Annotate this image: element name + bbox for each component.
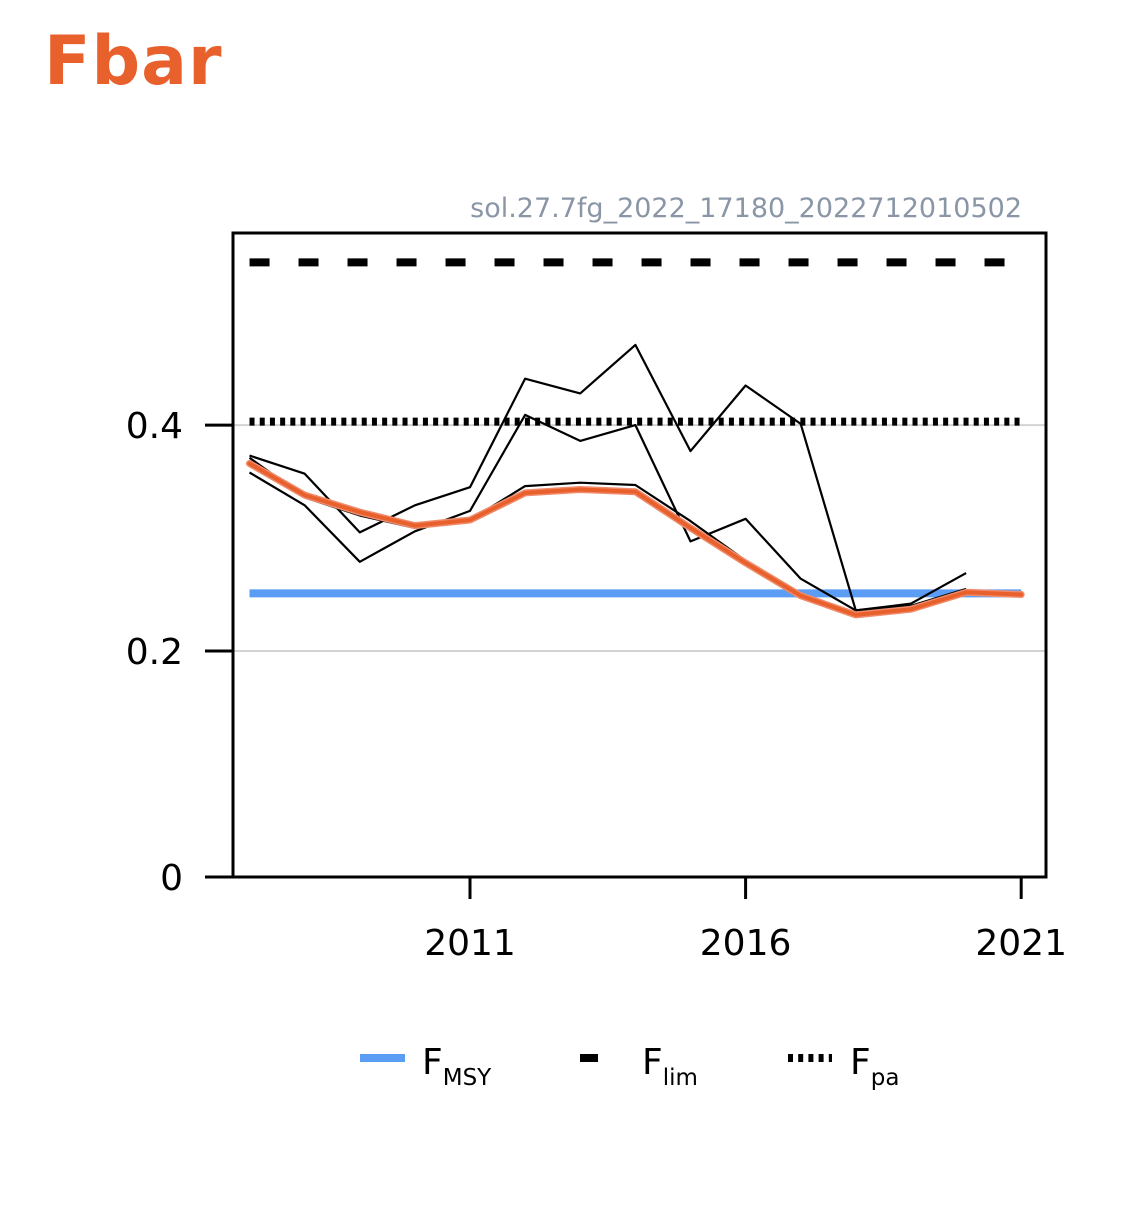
axes: 0 0.2 0.4 2011 2016 2021	[126, 406, 1067, 964]
legend-label-msy: FMSY	[422, 1042, 492, 1091]
x-tick-label: 2011	[424, 923, 516, 964]
y-tick-label: 0.2	[126, 632, 183, 673]
y-tick-label: 0	[160, 858, 183, 899]
x-tick-label: 2021	[975, 923, 1067, 964]
data-series	[246, 343, 1025, 619]
grid-lines	[233, 424, 1046, 653]
y-tick-label: 0.4	[126, 406, 183, 447]
reference-lines	[249, 258, 1022, 598]
x-tick-label: 2016	[700, 923, 792, 964]
page-title: Fbar	[44, 22, 223, 101]
plot-frame	[231, 231, 1048, 879]
fbar-estimate-inner-line	[248, 456, 967, 614]
fbar-estimate-line	[247, 461, 1024, 617]
legend: FMSY Flim Fpa	[360, 1042, 899, 1091]
fbar-confidence-lower-line	[248, 413, 967, 612]
fbar-confidence-upper-line	[249, 343, 967, 612]
legend-label-pa: Fpa	[850, 1042, 899, 1091]
legend-label-lim: Flim	[642, 1042, 698, 1091]
source-label: sol.27.7fg_2022_17180_2022712010502	[470, 193, 1022, 224]
